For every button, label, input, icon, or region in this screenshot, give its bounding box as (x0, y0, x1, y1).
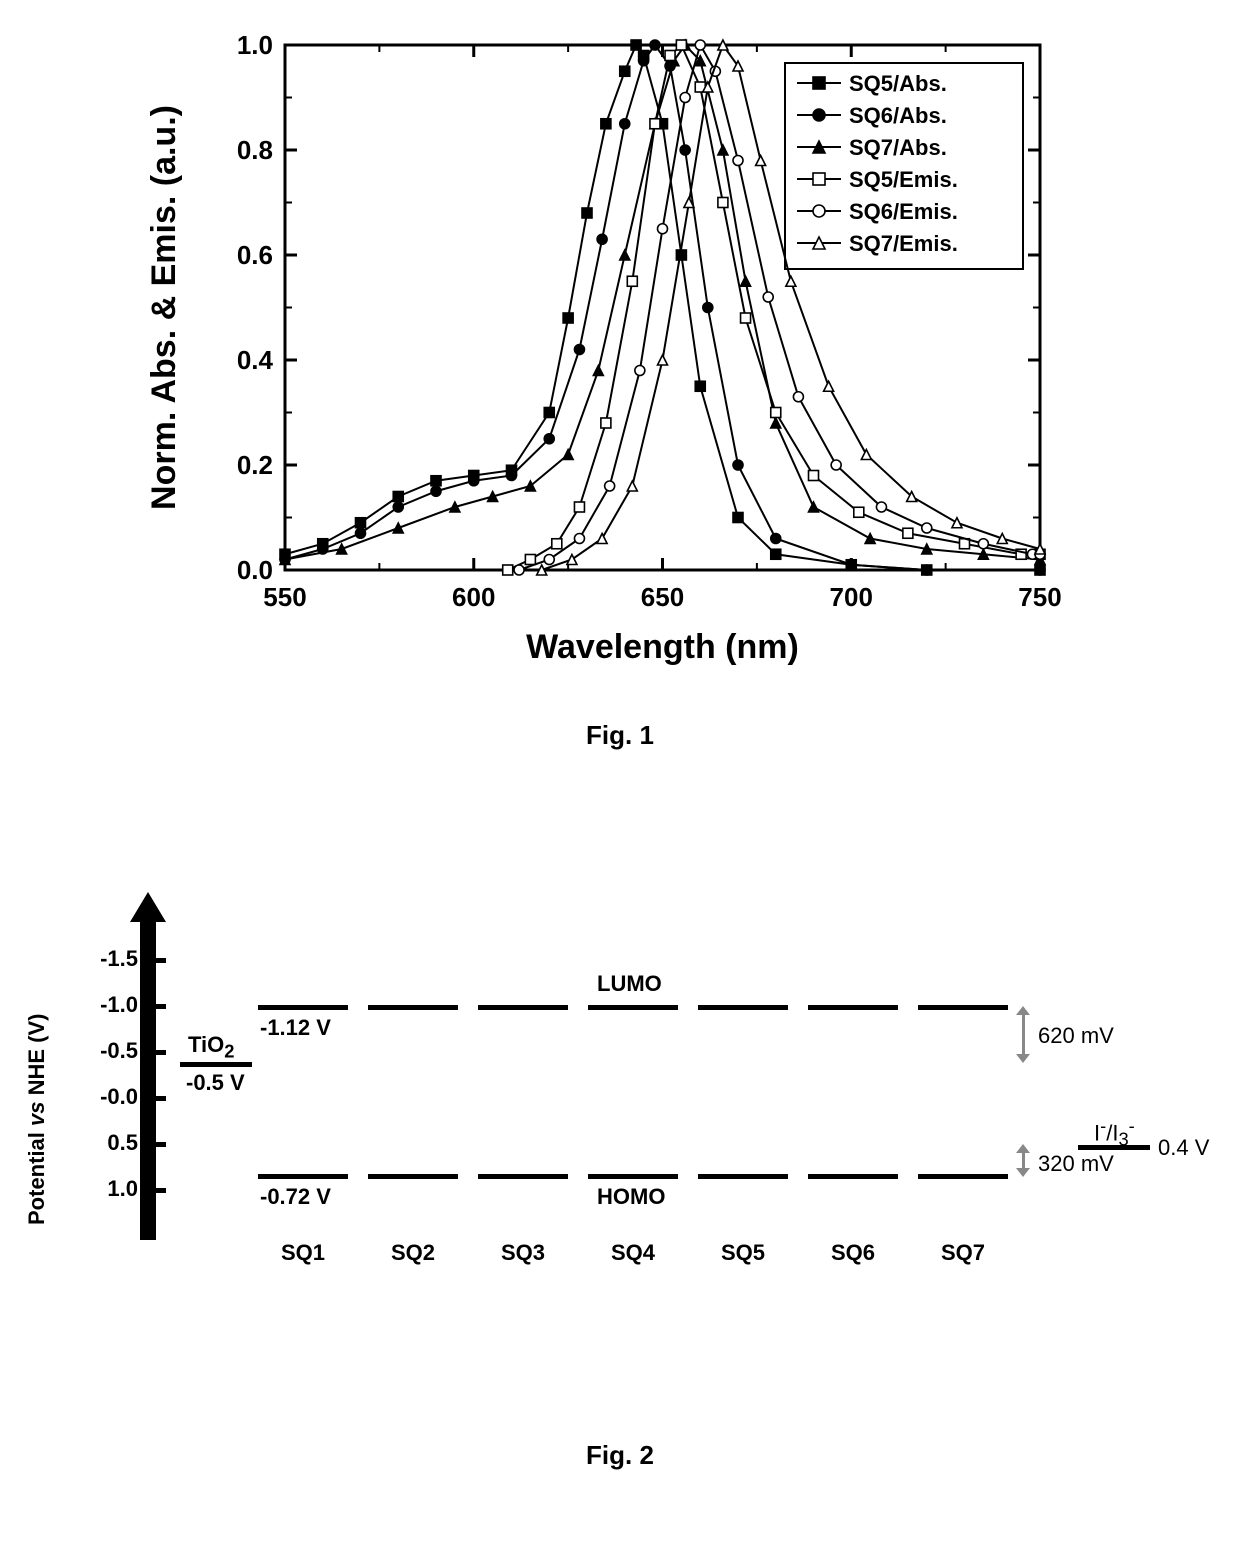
svg-text:550: 550 (263, 582, 306, 612)
energy-ytick (150, 1004, 166, 1009)
energy-ytick-label: 1.0 (76, 1176, 138, 1202)
fig1-caption: Fig. 1 (0, 720, 1240, 751)
energy-ytick (150, 1142, 166, 1147)
svg-text:0.6: 0.6 (237, 240, 273, 270)
svg-text:SQ6/Emis.: SQ6/Emis. (849, 199, 958, 224)
energy-ytick (150, 1050, 166, 1055)
driving-label-top: 620 mV (1038, 1023, 1114, 1049)
svg-text:SQ7/Emis.: SQ7/Emis. (849, 231, 958, 256)
redox-label: I-/I3- (1094, 1115, 1135, 1151)
homo-value-label: -0.72 V (260, 1184, 331, 1210)
compound-label-sq2: SQ2 (378, 1240, 448, 1266)
energy-ytick-label: -0.5 (76, 1038, 138, 1064)
energy-ytick (150, 1096, 166, 1101)
homo-bar-sq6 (808, 1174, 898, 1179)
homo-bar-sq1 (258, 1174, 348, 1179)
energy-ytick-label: -1.5 (76, 946, 138, 972)
compound-label-sq4: SQ4 (598, 1240, 668, 1266)
tio2-value-label: -0.5 V (186, 1070, 245, 1096)
driving-arrow-bottom (1022, 1153, 1025, 1168)
homo-bar-sq5 (698, 1174, 788, 1179)
svg-text:0.8: 0.8 (237, 135, 273, 165)
svg-text:650: 650 (641, 582, 684, 612)
svg-text:1.0: 1.0 (237, 30, 273, 60)
homo-bar-sq7 (918, 1174, 1008, 1179)
compound-label-sq7: SQ7 (928, 1240, 998, 1266)
svg-text:0.0: 0.0 (237, 555, 273, 585)
lumo-text: LUMO (597, 971, 662, 997)
driving-arrow-top (1022, 1015, 1025, 1054)
lumo-bar-sq6 (808, 1005, 898, 1010)
lumo-bar-sq4 (588, 1005, 678, 1010)
svg-text:0.2: 0.2 (237, 450, 273, 480)
compound-label-sq3: SQ3 (488, 1240, 558, 1266)
lumo-bar-sq5 (698, 1005, 788, 1010)
lumo-bar-sq2 (368, 1005, 458, 1010)
homo-bar-sq4 (588, 1174, 678, 1179)
svg-text:SQ6/Abs.: SQ6/Abs. (849, 103, 947, 128)
energy-ytick-label: -0.0 (76, 1084, 138, 1110)
fig2-caption: Fig. 2 (0, 1440, 1240, 1471)
homo-text: HOMO (597, 1184, 665, 1210)
energy-ytick-label: -1.0 (76, 992, 138, 1018)
driving-label-bottom: 320 mV (1038, 1151, 1114, 1177)
fig2-energy-diagram: Potential vs NHE (V) -1.5 -1.0 -0.5 -0.0 0.5… (20, 880, 1220, 1350)
svg-text:700: 700 (830, 582, 873, 612)
compound-label-sq1: SQ1 (268, 1240, 338, 1266)
fig1-spectra-chart: Norm. Abs. & Emis. (a.u.) Wavelength (nm… (120, 10, 1070, 670)
redox-value-label: 0.4 V (1158, 1135, 1209, 1161)
lumo-value-label: -1.12 V (260, 1015, 331, 1041)
energy-ylabel: Potential vs NHE (V) (24, 945, 50, 1225)
lumo-bar-sq3 (478, 1005, 568, 1010)
svg-text:Norm. Abs. & Emis. (a.u.): Norm. Abs. & Emis. (a.u.) (145, 105, 183, 510)
spectra-svg: Norm. Abs. & Emis. (a.u.) Wavelength (nm… (120, 10, 1070, 670)
compound-label-sq5: SQ5 (708, 1240, 778, 1266)
svg-text:SQ5/Emis.: SQ5/Emis. (849, 167, 958, 192)
svg-text:SQ7/Abs.: SQ7/Abs. (849, 135, 947, 160)
svg-text:0.4: 0.4 (237, 345, 274, 375)
energy-ytick-label: 0.5 (76, 1130, 138, 1156)
tio2-level-bar (180, 1062, 252, 1067)
energy-ytick (150, 1188, 166, 1193)
svg-text:Wavelength (nm): Wavelength (nm) (526, 628, 799, 666)
energy-ylabel-wrap: Potential vs NHE (V) (10, 945, 40, 1225)
tio2-label: TiO2 (188, 1032, 234, 1062)
homo-bar-sq3 (478, 1174, 568, 1179)
lumo-bar-sq1 (258, 1005, 348, 1010)
svg-text:750: 750 (1018, 582, 1061, 612)
svg-text:SQ5/Abs.: SQ5/Abs. (849, 71, 947, 96)
lumo-bar-sq7 (918, 1005, 1008, 1010)
compound-label-sq6: SQ6 (818, 1240, 888, 1266)
energy-ytick (150, 958, 166, 963)
homo-bar-sq2 (368, 1174, 458, 1179)
svg-text:600: 600 (452, 582, 495, 612)
